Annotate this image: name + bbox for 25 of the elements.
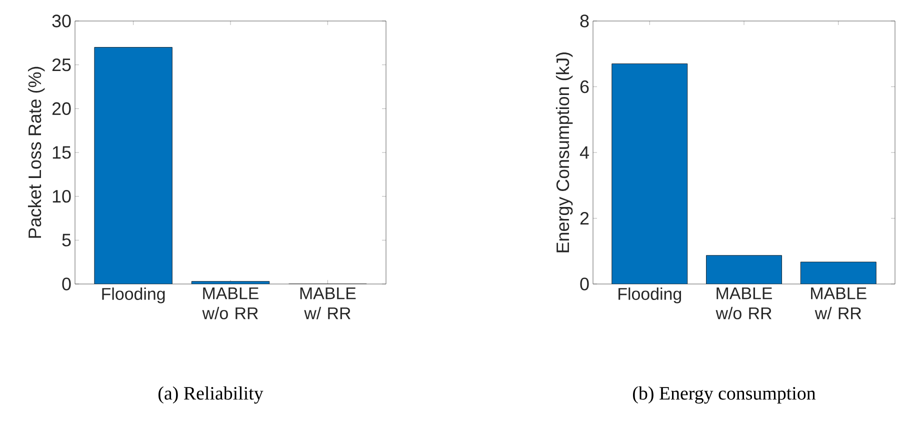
y-tick-label: 6	[580, 80, 589, 94]
y-tick-label: 10	[52, 190, 71, 203]
text: (b) Energy consumption	[633, 386, 816, 404]
x-tick-label: MABLE w/o RR	[716, 288, 772, 320]
x-tick-label: Flooding	[618, 288, 682, 304]
y-tick-label: 15	[52, 146, 71, 159]
text: (a) Reliability	[158, 386, 264, 404]
y-tick-label: 4	[580, 146, 589, 159]
bar	[800, 262, 876, 284]
bar	[706, 255, 782, 284]
x-tick-label: MABLE w/ RR	[300, 288, 356, 320]
y-axis-title: Energy Consumption (kJ)	[556, 52, 573, 252]
x-tick-label: MABLE w/o RR	[202, 288, 258, 320]
bar	[612, 64, 688, 284]
y-tick-label: 5	[62, 234, 71, 246]
x-tick-label: MABLE w/ RR	[811, 288, 866, 320]
y-tick-label: 25	[52, 58, 71, 72]
x-tick-label: Flooding	[102, 288, 165, 304]
y-tick-label: 20	[52, 102, 71, 116]
y-tick-label: 8	[580, 14, 589, 28]
y-tick-label: 0	[62, 278, 71, 290]
y-tick-label: 2	[580, 212, 589, 225]
y-axis-title: Packet Loss Rate (%)	[28, 66, 45, 238]
y-tick-label: 0	[580, 278, 589, 290]
y-tick-label: 30	[52, 14, 71, 28]
